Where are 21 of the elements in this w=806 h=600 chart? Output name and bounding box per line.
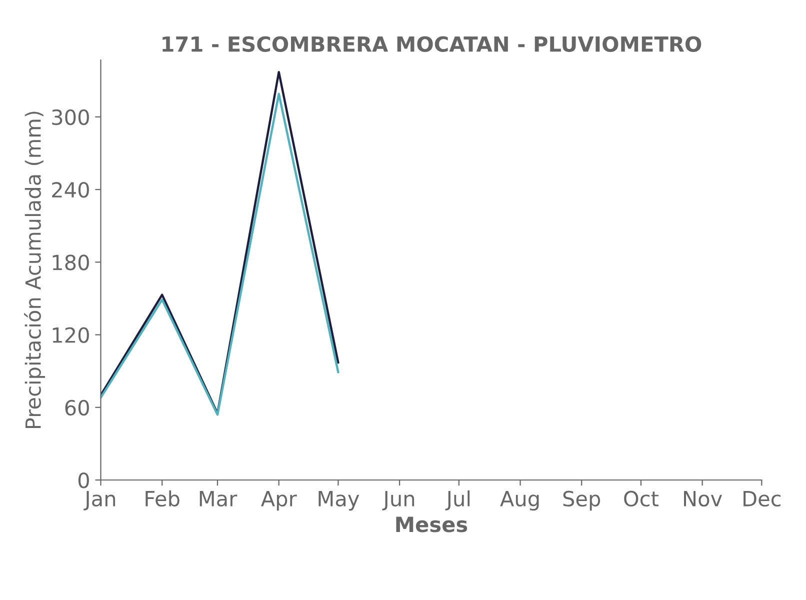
y-tick-label: 180: [52, 254, 89, 270]
y-tick-label: 300: [52, 109, 89, 126]
x-tick-label: May: [318, 491, 360, 511]
y-axis-title: Precipitación Acumulada (mm): [24, 112, 46, 428]
chart-title: 171 - ESCOMBRERA MOCATAN - PLUVIOMETRO: [162, 36, 702, 52]
x-tick-label: Jan: [84, 491, 116, 510]
y-tick-label: 240: [52, 182, 89, 198]
x-tick-label: Aug: [500, 491, 539, 511]
x-tick-label: Sep: [563, 490, 600, 511]
x-tick-label: Apr: [260, 491, 297, 511]
x-tick-label: Oct: [624, 490, 658, 507]
y-tick-label: 120: [52, 327, 89, 343]
x-tick-label: Jun: [382, 491, 414, 510]
x-tick-label: Feb: [146, 490, 180, 507]
x-tick-label: Mar: [200, 491, 238, 507]
x-tick-label: Jul: [445, 490, 470, 510]
x-axis-title: Meses: [396, 516, 468, 532]
y-tick-label: 60: [65, 400, 89, 416]
y-tick-label: 0: [78, 472, 89, 488]
x-tick-label: Dec: [744, 491, 781, 507]
x-tick-label: Nov: [684, 491, 722, 507]
